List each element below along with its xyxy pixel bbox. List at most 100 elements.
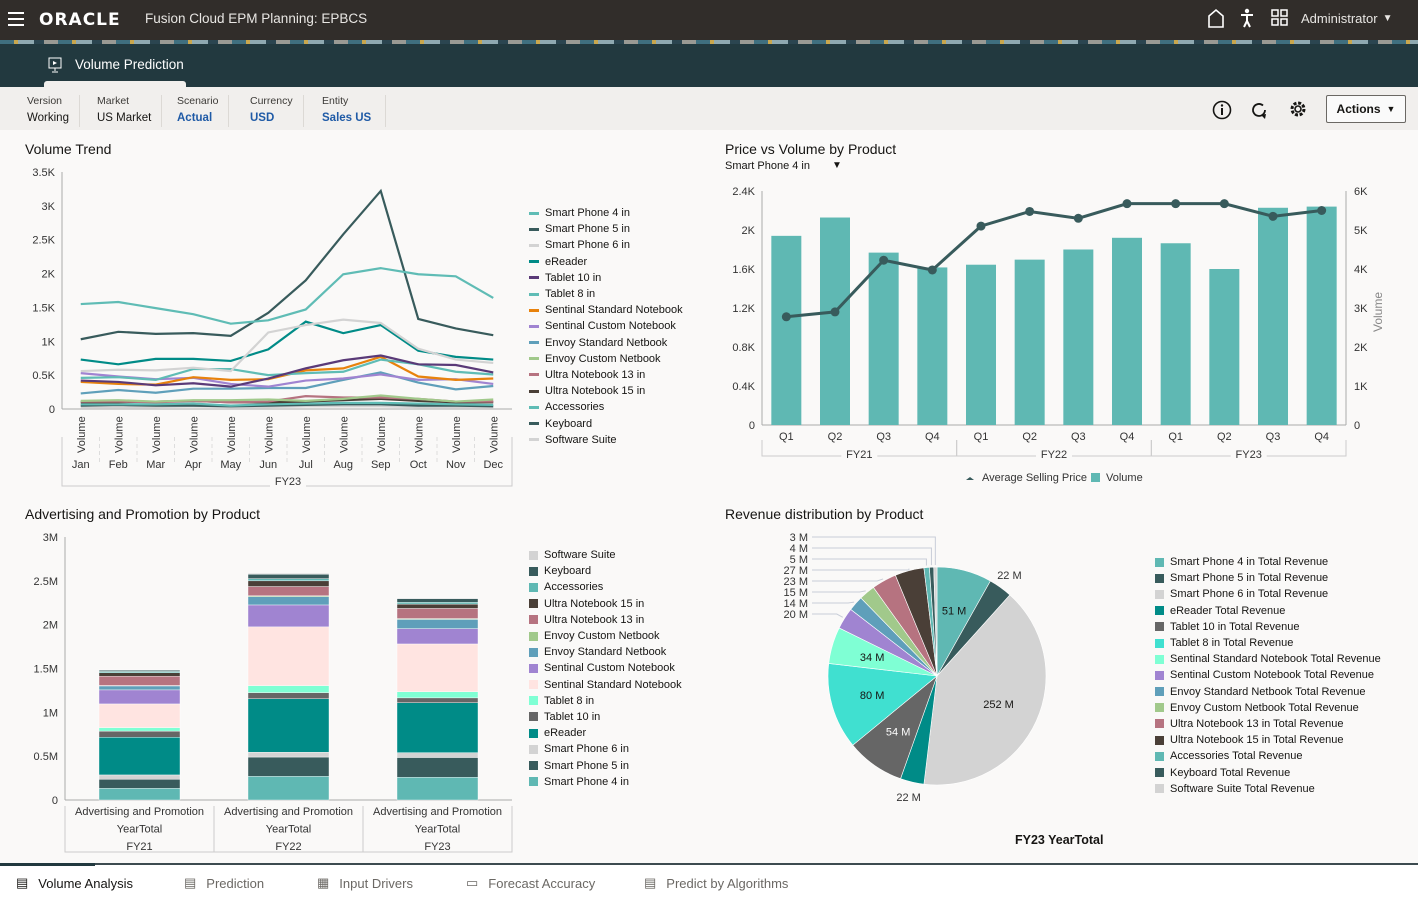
- pie-slice-software-suite: [933, 566, 938, 677]
- product-selector[interactable]: Smart Phone 4 in ▼: [725, 160, 842, 172]
- pie-value-label: 34 M: [860, 652, 884, 664]
- legend-label: Envoy Standard Netbook Total Revenue: [1170, 685, 1366, 698]
- legend-item[interactable]: eReader Total Revenue: [1155, 603, 1381, 619]
- legend-item[interactable]: Accessories Total Revenue: [1155, 748, 1381, 764]
- legend-item[interactable]: Keyboard Total Revenue: [1155, 764, 1381, 780]
- pov-bar: Version Working Market US Market Scenario A…: [0, 87, 1418, 130]
- x-tick-label: Q3: [876, 431, 891, 443]
- legend-item[interactable]: Ultra Notebook 13 in: [529, 612, 682, 628]
- group-label: FY23: [275, 476, 301, 488]
- legend-item[interactable]: Sentinal Standard Notebook: [529, 302, 683, 318]
- legend-label: Envoy Standard Netbook: [545, 336, 668, 349]
- x-sub-label: Volume: [451, 416, 463, 453]
- stack-segment-envoy-standard-netbook: [98, 685, 181, 691]
- page-title[interactable]: Volume Prediction: [75, 57, 184, 72]
- tab-input-drivers[interactable]: ▦ Input Drivers: [317, 875, 413, 891]
- legend-item[interactable]: Ultra Notebook 15 in Total Revenue: [1155, 732, 1381, 748]
- legend-item[interactable]: Sentinal Standard Notebook Total Revenue: [1155, 651, 1381, 667]
- left-tick-label: 2K: [742, 225, 756, 237]
- gear-icon[interactable]: [1288, 99, 1308, 119]
- legend-item[interactable]: Ultra Notebook 13 in Total Revenue: [1155, 716, 1381, 732]
- y-tick-label: 3.5K: [32, 167, 55, 179]
- legend-item[interactable]: Ultra Notebook 15 in: [529, 596, 682, 612]
- legend-item[interactable]: Smart Phone 4 in: [529, 205, 683, 221]
- price-point: [1317, 206, 1327, 215]
- pov-version[interactable]: Version Working: [27, 95, 80, 127]
- legend-item[interactable]: Envoy Custom Netbook Total Revenue: [1155, 700, 1381, 716]
- volume-bar: [966, 264, 996, 425]
- legend-swatch: [529, 373, 539, 377]
- menu-icon[interactable]: [8, 12, 24, 26]
- legend-item[interactable]: Smart Phone 5 in Total Revenue: [1155, 570, 1381, 586]
- x-tick-label: Apr: [185, 459, 202, 471]
- legend-item[interactable]: Smart Phone 6 in Total Revenue: [1155, 586, 1381, 602]
- user-menu[interactable]: Administrator ▼: [1301, 11, 1392, 26]
- legend-item[interactable]: Smart Phone 4 in Total Revenue: [1155, 554, 1381, 570]
- legend-item[interactable]: Tablet 8 in: [529, 286, 683, 302]
- x-sub-label: Volume: [338, 416, 350, 453]
- legend-item[interactable]: Smart Phone 6 in: [529, 237, 683, 253]
- legend-item[interactable]: Smart Phone 4 in: [529, 774, 682, 790]
- decorative-banner: [0, 40, 1418, 44]
- stack-segment-sentinal-standard-notebook: [98, 703, 181, 728]
- legend-label: Ultra Notebook 13 in Total Revenue: [1170, 717, 1344, 730]
- legend-item[interactable]: Accessories: [529, 399, 683, 415]
- pov-market[interactable]: Market US Market: [97, 95, 163, 127]
- legend-item[interactable]: Software Suite Total Revenue: [1155, 781, 1381, 797]
- legend-item[interactable]: Sentinal Standard Notebook: [529, 677, 682, 693]
- legend-item[interactable]: Tablet 8 in Total Revenue: [1155, 635, 1381, 651]
- pov-entity[interactable]: Entity Sales US: [322, 95, 387, 127]
- info-icon[interactable]: [1212, 100, 1232, 120]
- legend-item[interactable]: eReader: [529, 254, 683, 270]
- legend-item[interactable]: Keyboard: [529, 415, 683, 431]
- legend-item[interactable]: Envoy Custom Netbook: [529, 351, 683, 367]
- legend-item[interactable]: Envoy Standard Netbook: [529, 644, 682, 660]
- legend-item[interactable]: Software Suite: [529, 432, 683, 448]
- legend-item[interactable]: Envoy Custom Netbook: [529, 628, 682, 644]
- legend-item[interactable]: Ultra Notebook 13 in: [529, 367, 683, 383]
- legend-item[interactable]: Software Suite: [529, 547, 682, 563]
- legend-item[interactable]: Tablet 10 in: [529, 709, 682, 725]
- x-sub-label: Volume: [188, 416, 200, 453]
- legend-label: Sentinal Custom Notebook: [545, 320, 676, 333]
- legend-item[interactable]: Ultra Notebook 15 in: [529, 383, 683, 399]
- legend-item[interactable]: Tablet 10 in Total Revenue: [1155, 619, 1381, 635]
- y-tick-label: 0.5M: [34, 751, 58, 763]
- tab-forecast-accuracy[interactable]: ▭ Forecast Accuracy: [466, 875, 595, 891]
- legend-item[interactable]: Keyboard: [529, 563, 682, 579]
- legend-item[interactable]: Tablet 10 in: [529, 270, 683, 286]
- legend-item[interactable]: eReader: [529, 725, 682, 741]
- caret-down-icon: ▼: [1382, 13, 1393, 24]
- caret-down-icon: ▼: [832, 160, 842, 171]
- y-tick-label: 2.5M: [34, 576, 58, 588]
- right-tick-label: 0: [1354, 420, 1360, 432]
- tab-prediction[interactable]: ▤ Prediction: [184, 875, 264, 891]
- legend-label: Accessories Total Revenue: [1170, 750, 1303, 763]
- accessibility-icon[interactable]: [1240, 8, 1254, 28]
- legend-item[interactable]: Sentinal Custom Notebook: [529, 318, 683, 334]
- tab-volume-analysis[interactable]: ▤ Volume Analysis: [16, 875, 133, 891]
- pov-scenario[interactable]: Scenario Actual: [177, 95, 230, 127]
- legend-item[interactable]: Smart Phone 5 in: [529, 757, 682, 773]
- legend-item[interactable]: Envoy Standard Netbook: [529, 335, 683, 351]
- legend-swatch: [1155, 719, 1164, 729]
- refresh-icon[interactable]: [1249, 100, 1269, 120]
- series-line-tablet-10-in: [80, 354, 494, 388]
- legend-item[interactable]: Tablet 8 in: [529, 693, 682, 709]
- legend-item[interactable]: Envoy Standard Netbook Total Revenue: [1155, 684, 1381, 700]
- y-tick-label: 1.5M: [34, 664, 58, 676]
- tab-predict-by-algorithms[interactable]: ▤ Predict by Algorithms: [644, 875, 788, 891]
- legend-item[interactable]: Smart Phone 5 in: [529, 221, 683, 237]
- legend-item[interactable]: Sentinal Custom Notebook: [529, 660, 682, 676]
- actions-button[interactable]: Actions ▼: [1326, 95, 1406, 123]
- y-tick-label: 1.5K: [32, 302, 55, 314]
- pov-currency[interactable]: Currency USD: [250, 95, 304, 127]
- stack-segment-smart-phone-4-in: [98, 788, 181, 801]
- legend-item[interactable]: Accessories: [529, 579, 682, 595]
- pie-footer: FY23 YearTotal: [1015, 833, 1104, 847]
- legend-item[interactable]: Sentinal Custom Notebook Total Revenue: [1155, 667, 1381, 683]
- navigator-grid-icon[interactable]: [1271, 9, 1289, 27]
- x-sub-label: Volume: [263, 416, 275, 453]
- legend-item[interactable]: Smart Phone 6 in: [529, 741, 682, 757]
- home-icon[interactable]: [1207, 8, 1225, 28]
